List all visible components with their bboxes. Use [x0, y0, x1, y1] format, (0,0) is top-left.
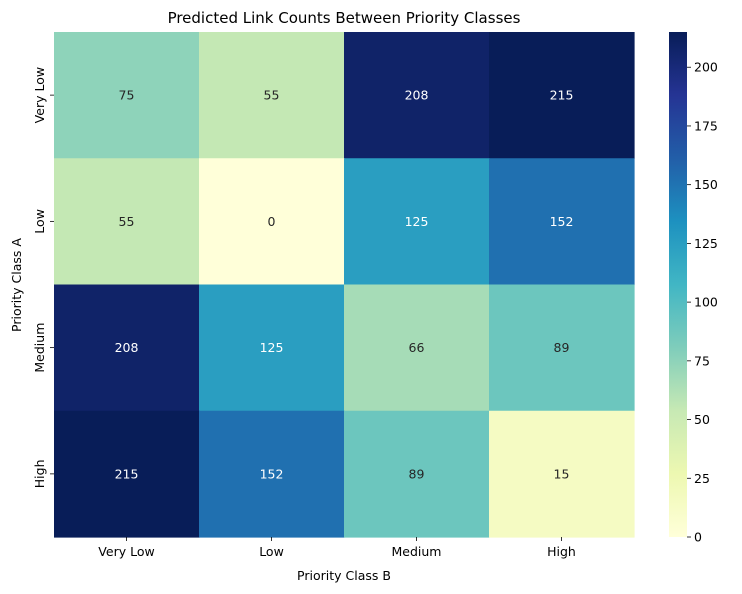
cell-value-label: 208	[405, 88, 429, 103]
colorbar	[669, 32, 687, 537]
heatmap-cell	[54, 158, 200, 286]
heatmap-cell	[344, 284, 490, 412]
colorbar-tick-label: 50	[694, 412, 710, 427]
heatmap-cell	[489, 32, 635, 159]
heatmap-cell	[344, 32, 490, 159]
cell-value-label: 215	[550, 88, 574, 103]
heatmap-cell	[54, 410, 200, 538]
heatmap-cells	[54, 32, 635, 538]
cell-value-label: 125	[260, 340, 284, 355]
y-tick-label: Low	[32, 209, 47, 234]
cell-value-label: 89	[554, 340, 570, 355]
heatmap-cell	[489, 410, 635, 538]
x-tick-label: Medium	[392, 544, 442, 559]
heatmap-cell	[199, 410, 345, 538]
colorbar-tick-label: 100	[694, 295, 718, 310]
y-tick-label: High	[32, 460, 47, 489]
colorbar-tick-label: 25	[694, 471, 710, 486]
y-axis-ticks: Very Low Low Medium High	[32, 67, 54, 488]
colorbar-tick-label: 200	[694, 60, 718, 75]
cell-value-label: 15	[554, 466, 570, 481]
heatmap-cell	[199, 158, 345, 286]
cell-value-label: 152	[260, 466, 284, 481]
y-tick-label: Very Low	[32, 67, 47, 123]
x-tick-label: Very Low	[98, 544, 154, 559]
cell-value-label: 55	[119, 214, 135, 229]
colorbar-tick-label: 125	[694, 236, 718, 251]
cell-value-label: 152	[550, 214, 574, 229]
chart-title: Predicted Link Counts Between Priority C…	[168, 9, 521, 27]
heatmap-cell	[199, 32, 345, 159]
x-axis-label: Priority Class B	[297, 568, 391, 583]
heatmap-cell	[344, 158, 490, 286]
x-tick-label: High	[547, 544, 576, 559]
y-axis-label: Priority Class A	[9, 238, 24, 332]
heatmap-cell	[489, 284, 635, 412]
x-axis-ticks: Very Low Low Medium High	[98, 537, 576, 559]
colorbar-tick-label: 150	[694, 177, 718, 192]
y-tick-label: Medium	[32, 323, 47, 373]
heatmap-cell	[344, 410, 490, 538]
cell-value-label: 208	[115, 340, 139, 355]
heatmap-cell	[199, 284, 345, 412]
colorbar-tick-label: 75	[694, 353, 710, 368]
x-tick-label: Low	[259, 544, 284, 559]
cell-value-label: 55	[264, 88, 280, 103]
heatmap-cell	[54, 32, 200, 159]
cell-value-labels: 75 55 208 215 55 0 125 152 208 125 66 89 215 152 89 15	[115, 88, 574, 482]
cell-value-label: 215	[115, 466, 139, 481]
cell-value-label: 66	[409, 340, 425, 355]
cell-value-label: 75	[119, 88, 135, 103]
cell-value-label: 89	[409, 466, 425, 481]
colorbar-ticks: 0 25 50 75 100 125 150 175 200	[687, 60, 718, 545]
heatmap-cell	[489, 158, 635, 286]
cell-value-label: 0	[268, 214, 276, 229]
colorbar-tick-label: 0	[694, 530, 702, 545]
heatmap-cell	[54, 284, 200, 412]
cell-value-label: 125	[405, 214, 429, 229]
colorbar-tick-label: 175	[694, 118, 718, 133]
